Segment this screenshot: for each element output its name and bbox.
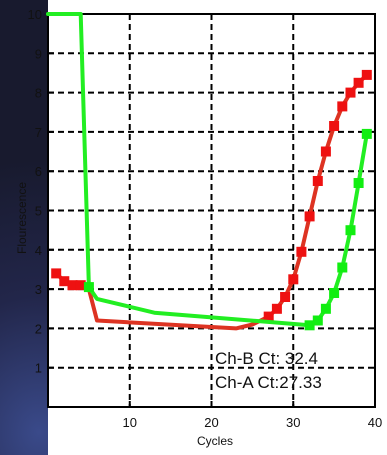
y-tick-label: 8 bbox=[35, 86, 42, 101]
data-point-marker bbox=[75, 280, 86, 291]
y-tick-label: 4 bbox=[35, 243, 42, 258]
x-axis-label: Cycles bbox=[197, 434, 233, 448]
figure-panel bbox=[48, 0, 387, 455]
data-point-marker bbox=[345, 87, 356, 98]
data-point-marker bbox=[361, 128, 372, 139]
x-axis-ticks: 10 20 30 40 bbox=[123, 401, 382, 430]
data-point-marker bbox=[83, 282, 94, 293]
x-tick-label: 40 bbox=[368, 415, 382, 430]
data-point-marker bbox=[280, 292, 291, 302]
x-tick-label: 20 bbox=[204, 415, 218, 430]
data-point-marker bbox=[288, 274, 299, 285]
data-point-marker bbox=[361, 69, 372, 80]
y-tick-label: 3 bbox=[35, 282, 42, 297]
data-point-marker bbox=[51, 268, 62, 279]
data-point-marker bbox=[296, 246, 307, 257]
x-tick-label: 30 bbox=[286, 415, 300, 430]
data-point-marker bbox=[337, 101, 348, 112]
data-point-marker bbox=[329, 288, 340, 298]
y-tick-label: 7 bbox=[35, 125, 42, 140]
data-point-marker bbox=[312, 176, 323, 186]
data-point-marker bbox=[320, 303, 331, 314]
data-point-marker bbox=[271, 303, 282, 314]
data-point-marker bbox=[329, 121, 340, 131]
data-point-marker bbox=[353, 178, 364, 188]
y-axis-label: Flourescence bbox=[15, 182, 29, 254]
y-tick-label: 10 bbox=[28, 7, 42, 22]
data-point-marker bbox=[67, 280, 78, 291]
data-point-marker bbox=[304, 211, 315, 222]
grid-lines bbox=[48, 14, 375, 407]
y-axis-ticks: 1 2 3 4 5 6 7 8 9 10 bbox=[28, 7, 54, 376]
data-point-marker bbox=[59, 276, 70, 287]
data-point-marker bbox=[345, 225, 356, 236]
data-point-marker bbox=[263, 311, 274, 322]
data-point-marker bbox=[320, 146, 331, 157]
y-tick-label: 5 bbox=[35, 204, 42, 219]
data-point-marker bbox=[304, 320, 315, 331]
y-tick-label: 2 bbox=[35, 321, 42, 336]
y-tick-label: 1 bbox=[35, 361, 42, 376]
annotation-ch-b: Ch-B Ct: 32.4 bbox=[215, 349, 318, 368]
data-point-marker bbox=[312, 315, 323, 326]
series-layer bbox=[46, 12, 372, 331]
annotation-ch-a: Ch-A Ct:27.33 bbox=[215, 373, 322, 392]
x-tick-label: 10 bbox=[123, 415, 137, 430]
data-point-marker bbox=[353, 77, 364, 88]
series-ch-a bbox=[46, 12, 372, 331]
data-point-marker bbox=[337, 262, 348, 273]
y-tick-label: 9 bbox=[35, 46, 42, 61]
y-tick-label: 6 bbox=[35, 164, 42, 179]
